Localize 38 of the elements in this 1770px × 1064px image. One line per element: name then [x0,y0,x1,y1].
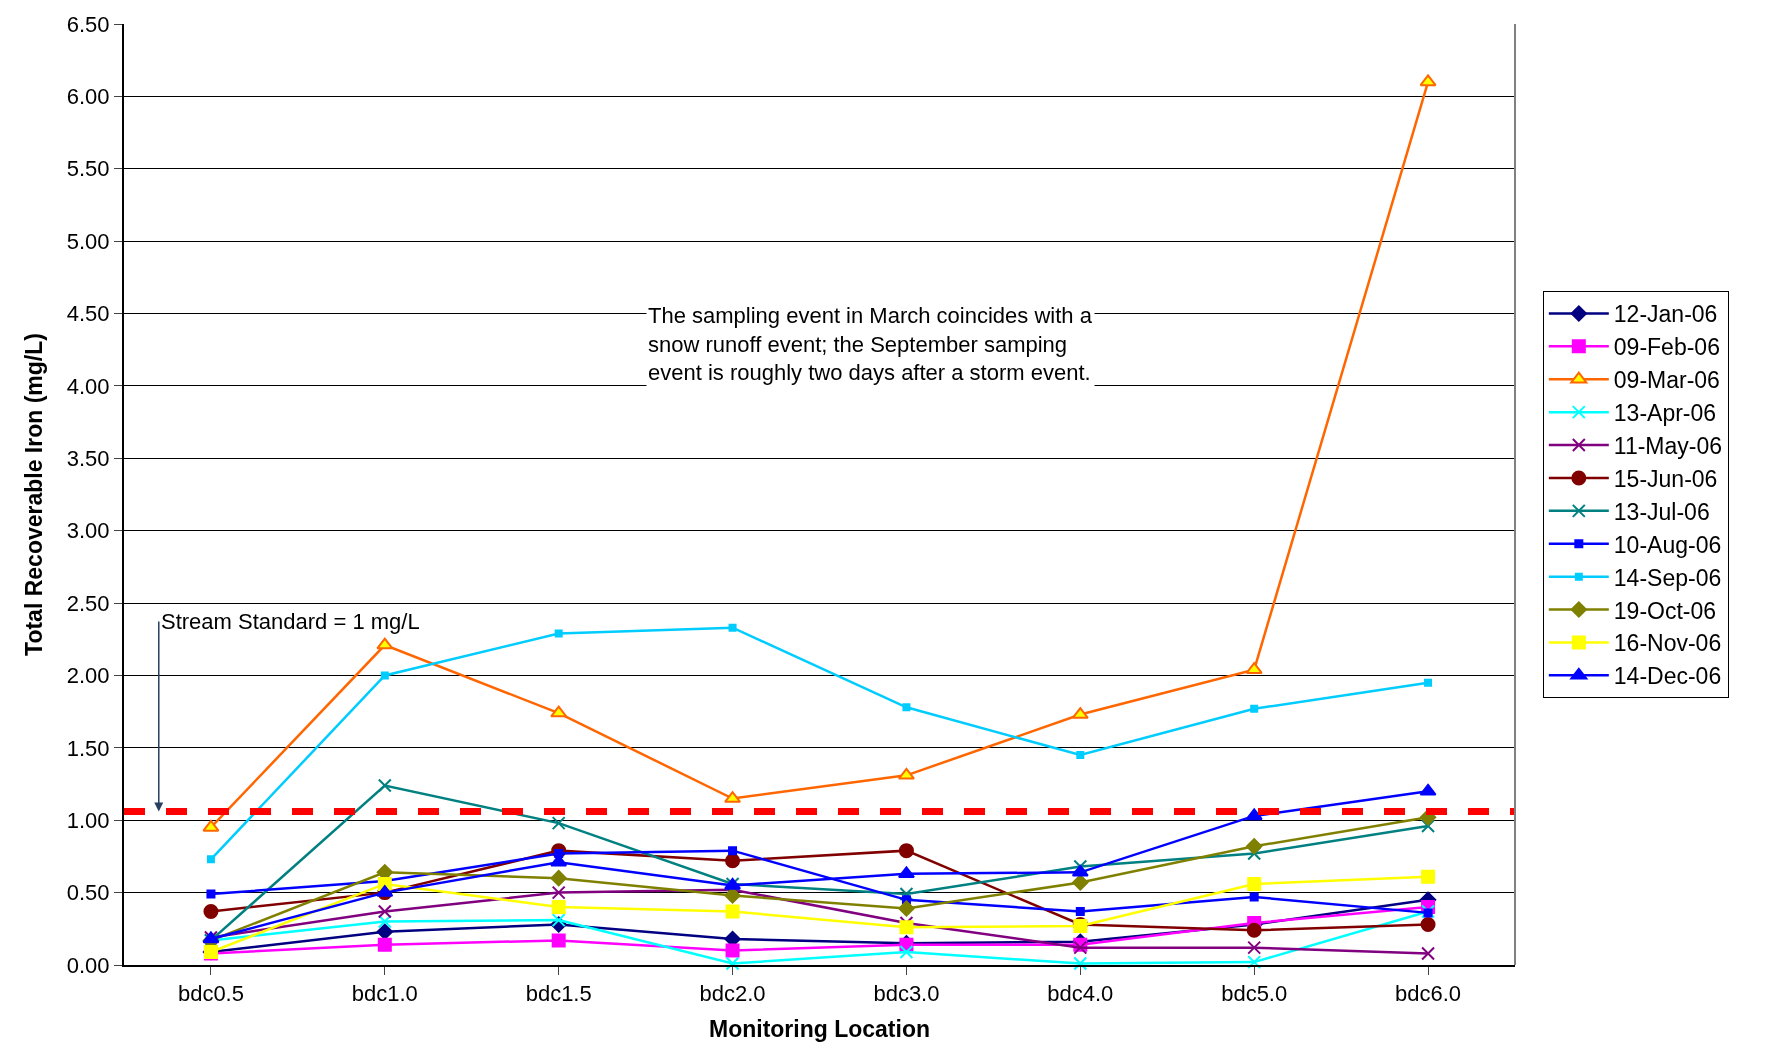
x-tick-label: bdc5.0 [1221,981,1288,1007]
y-tick-label: 4.00 [66,373,110,399]
x-tick-label: bdc2.0 [699,981,766,1007]
y-tick-label: 5.50 [66,156,110,182]
annotation: The sampling event in March coincides with a snow runoff event; the September samping event is roughly two days after a storm event. [648,303,1093,386]
y-tick-label: 2.50 [66,590,110,616]
x-tick-label: bdc0.5 [177,981,244,1007]
y-tick-label: 0.50 [66,880,110,906]
x-tick-label: bdc1.0 [351,981,418,1007]
legend-label: 16-Nov-06 [1613,630,1722,657]
y-tick-label: 3.00 [66,518,110,544]
y-axis-title: Total Recoverable Iron (mg/L) [20,333,47,656]
legend-label: 10-Aug-06 [1613,531,1722,558]
legend-label: 12-Jan-06 [1613,301,1718,328]
y-tick-label: 5.00 [66,228,110,254]
legend-label: 19-Oct-06 [1613,597,1717,624]
y-tick-label: 4.50 [66,301,110,327]
x-axis-title: Monitoring Location [708,1015,931,1042]
y-tick-label: 0.00 [66,952,110,978]
legend-label: 13-Apr-06 [1613,400,1717,427]
y-tick-label: 2.00 [66,663,110,689]
x-tick-label: bdc1.5 [525,981,592,1007]
x-tick-label: bdc3.0 [873,981,940,1007]
y-tick-label: 1.50 [66,735,110,761]
ref-line-label: Stream Standard = 1 mg/L [161,609,420,634]
legend-label: 14-Sep-06 [1613,564,1722,591]
legend-label: 13-Jul-06 [1613,498,1710,525]
legend-label: 14-Dec-06 [1613,663,1722,690]
y-tick-label: 6.50 [66,11,110,37]
y-tick-label: 3.50 [66,446,110,472]
legend-label: 09-Mar-06 [1613,367,1720,394]
legend-label: 15-Jun-06 [1613,465,1718,492]
y-tick-label: 6.00 [66,84,110,110]
x-tick-label: bdc4.0 [1047,981,1114,1007]
y-tick-label: 1.00 [66,807,110,833]
x-tick-label: bdc6.0 [1395,981,1462,1007]
legend-label: 09-Feb-06 [1613,334,1720,361]
legend-label: 11-May-06 [1613,433,1723,460]
